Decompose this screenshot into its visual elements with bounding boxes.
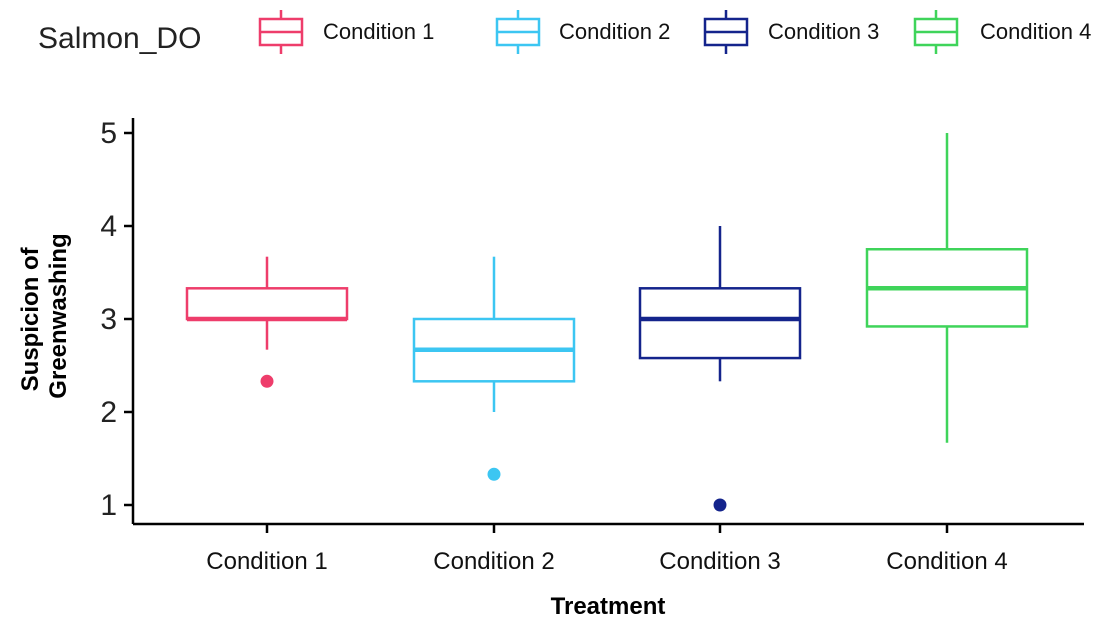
y-axis-title-line-1: Suspicion of <box>17 246 44 391</box>
box-1 <box>185 256 349 388</box>
x-tick-label: Condition 2 <box>433 548 554 575</box>
legend-title: Salmon_DO <box>38 22 201 55</box>
box-4 <box>865 133 1029 443</box>
boxes <box>185 133 1029 512</box>
legend-label: Condition 3 <box>768 19 879 44</box>
iqr-box <box>638 287 802 360</box>
legend-label: Condition 1 <box>323 19 434 44</box>
outlier-point <box>487 467 501 481</box>
legend-item-1: Condition 1 <box>258 10 434 54</box>
y-tick-label: 1 <box>100 489 117 522</box>
y-axis-title: Suspicion of Greenwashing <box>17 233 72 398</box>
outlier-point <box>713 498 727 512</box>
legend-label: Condition 4 <box>980 19 1091 44</box>
outlier-point <box>260 374 274 388</box>
y-ticks: 1 2 3 4 5 <box>100 117 133 522</box>
x-axis-title: Treatment <box>551 593 666 617</box>
legend-item-2: Condition 2 <box>495 10 670 54</box>
box-2 <box>412 256 576 481</box>
x-tick-label: Condition 1 <box>206 548 327 575</box>
legend-label: Condition 2 <box>559 19 670 44</box>
y-tick-label: 3 <box>100 303 117 336</box>
y-axis-title-line-2: Greenwashing <box>45 233 72 398</box>
y-tick-label: 5 <box>100 117 117 150</box>
legend-item-4: Condition 4 <box>913 10 1091 54</box>
box-3 <box>638 226 802 512</box>
x-tick-label: Condition 4 <box>886 548 1007 575</box>
legend-item-3: Condition 3 <box>703 10 879 54</box>
legend-items: Condition 1 Condition 2 Condition 3 Conditi… <box>258 10 1091 54</box>
y-tick-label: 4 <box>100 210 117 243</box>
y-tick-label: 2 <box>100 396 117 429</box>
x-ticks: Condition 1 Condition 2 Condition 3 Conditi… <box>206 524 1008 575</box>
x-tick-label: Condition 3 <box>659 548 780 575</box>
iqr-box <box>185 287 349 321</box>
legend: Salmon_DO Condition 1 Condition 2 Conditio… <box>38 10 1091 55</box>
